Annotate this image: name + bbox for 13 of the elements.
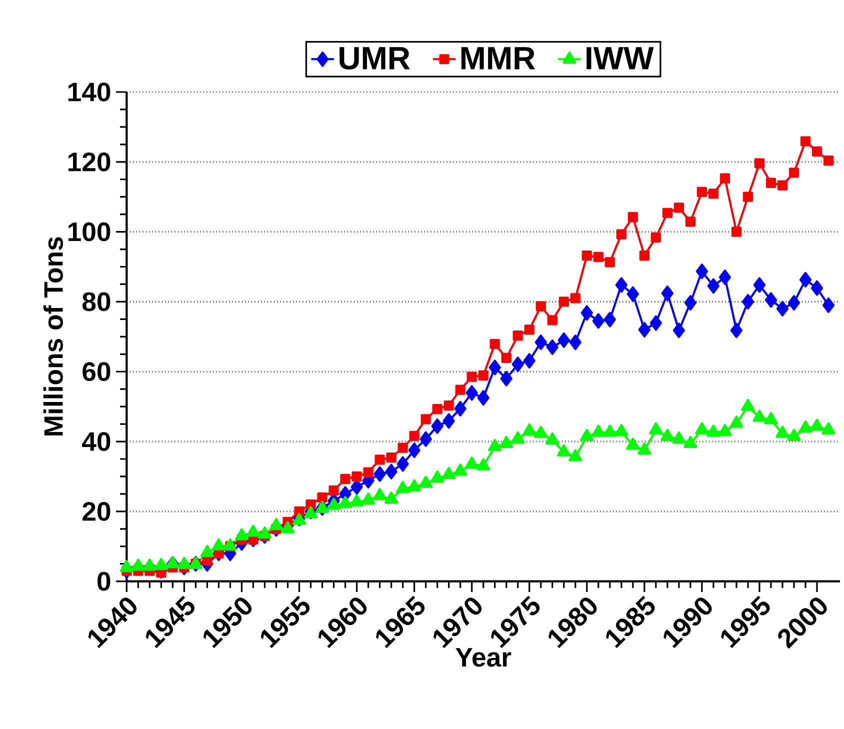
y-tick-label: 0 [98,572,110,591]
y-axis-title: Millions of Tons [43,237,63,436]
y-tick-label: 40 [82,432,110,451]
legend-label: UMR [340,47,410,70]
y-tick-label: 60 [82,362,110,381]
y-tick-label: 20 [82,502,110,521]
legend-label: MMR [461,47,536,70]
x-axis-title: Year [456,648,512,667]
y-tick-label: 80 [82,292,110,311]
y-tick-label: 140 [68,82,110,102]
legend-label: IWW [586,47,654,70]
y-tick-label: 100 [68,222,110,242]
y-tick-label: 120 [68,152,110,172]
